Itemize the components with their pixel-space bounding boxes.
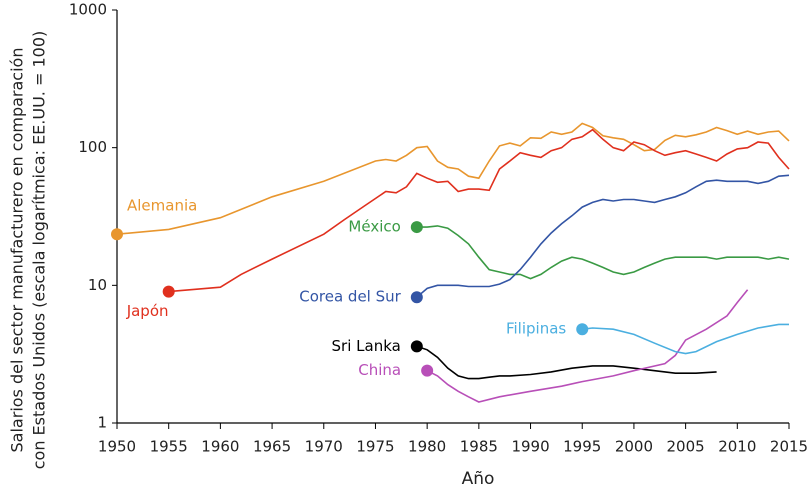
x-tick-label: 1955 bbox=[150, 438, 188, 456]
y-tick-label: 10 bbox=[88, 276, 107, 294]
series-label: Sri Lanka bbox=[332, 337, 401, 355]
series-line bbox=[416, 174, 790, 298]
series-label: Filipinas bbox=[506, 320, 566, 338]
x-tick-label: 1980 bbox=[408, 438, 446, 456]
x-tick-label: 1975 bbox=[356, 438, 394, 456]
y-tick-label: 1000 bbox=[69, 1, 107, 19]
x-tick-label: 1990 bbox=[511, 438, 549, 456]
x-tick-label: 1995 bbox=[563, 438, 601, 456]
start-dot bbox=[421, 364, 434, 377]
series-line bbox=[416, 225, 790, 280]
start-dot bbox=[111, 228, 123, 241]
x-tick-label: 2005 bbox=[667, 438, 705, 456]
start-dot bbox=[162, 285, 175, 298]
y-tick-label: 1 bbox=[97, 414, 107, 432]
start-dot bbox=[576, 323, 589, 336]
start-dot bbox=[410, 221, 423, 234]
x-tick-label: 1965 bbox=[253, 438, 291, 456]
series-label: China bbox=[358, 361, 401, 379]
x-tick-label: 1950 bbox=[98, 438, 136, 456]
series-label: Corea del Sur bbox=[299, 288, 401, 306]
start-dot bbox=[410, 291, 423, 304]
series-line bbox=[416, 345, 717, 380]
series-line bbox=[582, 323, 789, 355]
x-tick-label: 2000 bbox=[615, 438, 653, 456]
x-tick-label: 2010 bbox=[718, 438, 756, 456]
x-tick-label: 2015 bbox=[770, 438, 808, 456]
start-dot bbox=[410, 340, 423, 353]
x-axis-label: Año bbox=[462, 469, 495, 489]
x-tick-label: 1970 bbox=[305, 438, 343, 456]
series-label: Japón bbox=[126, 302, 169, 320]
y-axis-label: con Estados Unidos (escala logarítmica: … bbox=[30, 31, 49, 470]
series-label: Alemania bbox=[127, 197, 197, 215]
series-line bbox=[426, 289, 749, 403]
y-axis-label: Salarios del sector manufacturero en com… bbox=[8, 48, 27, 453]
series-line bbox=[116, 122, 790, 235]
series-label: México bbox=[348, 218, 400, 236]
series-line bbox=[168, 128, 790, 293]
x-tick-label: 1985 bbox=[460, 438, 498, 456]
y-tick-label: 100 bbox=[78, 138, 107, 156]
x-tick-label: 1960 bbox=[201, 438, 239, 456]
